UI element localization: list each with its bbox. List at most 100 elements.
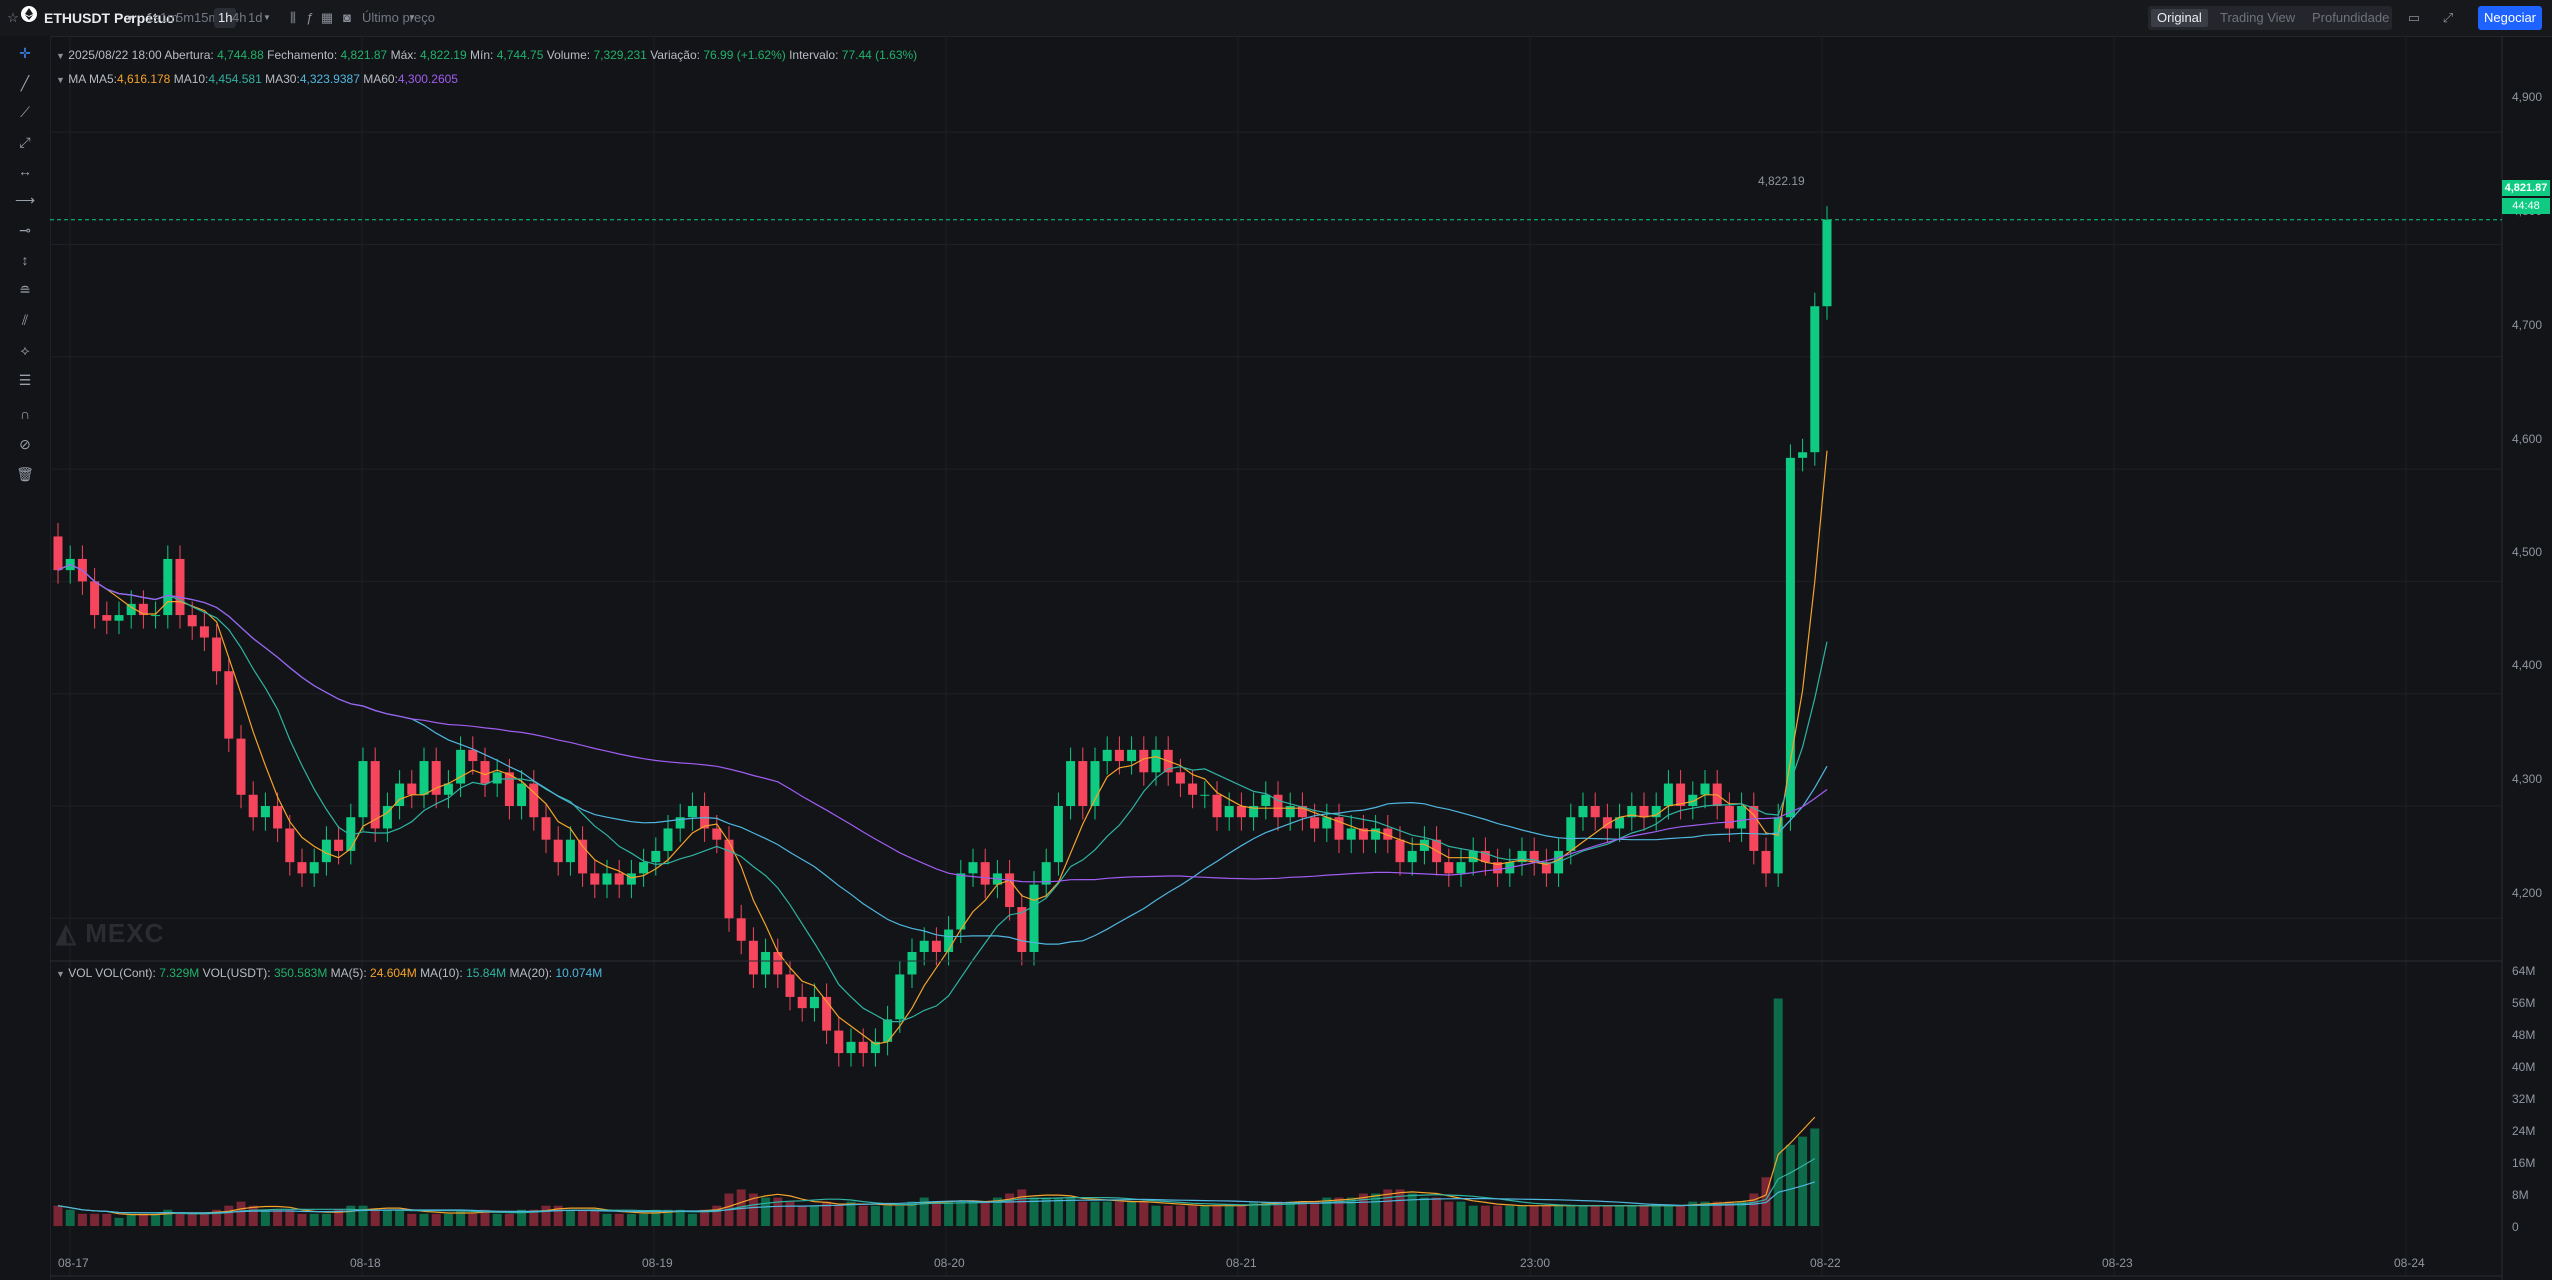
trend-line-icon[interactable]: ╱ (20, 75, 30, 91)
view-trading-view[interactable]: Trading View (2220, 10, 2296, 25)
candle-body (1358, 828, 1368, 840)
candle-body (968, 862, 978, 874)
candle-body (712, 828, 722, 840)
parallel-channel-icon[interactable]: ≘ (19, 282, 31, 298)
volume-bar (212, 1209, 222, 1226)
volume-bar (1651, 1205, 1661, 1226)
volume-bar (1480, 1205, 1490, 1226)
collapse-icon[interactable]: ▼ (56, 969, 65, 979)
high-value: 4,822.19 (419, 48, 467, 62)
candle-body (1090, 761, 1100, 806)
candle-body (1602, 817, 1612, 829)
volume-bar (1700, 1201, 1710, 1226)
vertical-line-icon[interactable]: ↕ (21, 252, 29, 268)
tf-15m[interactable]: 15m (194, 10, 220, 25)
collapse-icon[interactable]: ▼ (56, 75, 65, 85)
volume-bar (700, 1209, 710, 1226)
candle-body (1224, 806, 1234, 818)
price-line-icon[interactable]: ⊸ (19, 222, 31, 238)
collapse-icon[interactable]: ▼ (56, 51, 65, 61)
trash-icon[interactable]: 🗑 (16, 466, 34, 482)
symbol-dropdown-icon[interactable]: ▼ (125, 13, 135, 23)
volume-bar (773, 1197, 783, 1226)
candle-body (212, 637, 222, 672)
tf-1s[interactable]: 1s (146, 10, 160, 25)
price-type-dropdown-icon[interactable]: ▼ (408, 13, 416, 22)
ma5-value: 4,616.178 (116, 72, 171, 86)
volume-bar (1639, 1205, 1649, 1226)
volume-bar (224, 1205, 234, 1226)
indicators-icon[interactable]: ƒ (306, 10, 314, 25)
camera-icon[interactable]: ◙ (343, 10, 351, 25)
mexc-logo-icon: ◭ (56, 918, 77, 948)
candle-body (151, 615, 161, 617)
candle-body (248, 794, 258, 818)
candle-body (1651, 806, 1661, 818)
star-icon[interactable]: ☆ (7, 10, 19, 25)
text-tool-icon[interactable]: ☰ (18, 372, 32, 388)
vol-ma5-label: MA(5): (330, 966, 367, 980)
candle-body (614, 873, 624, 885)
volume-bar (90, 1213, 100, 1226)
volume-bar (907, 1201, 917, 1226)
price-type-select[interactable]: Último preço (362, 10, 435, 25)
chart-canvas[interactable] (0, 36, 2552, 1280)
volume-bar (809, 1205, 819, 1226)
candle-body (1663, 783, 1673, 806)
low-label: Mín: (470, 48, 494, 62)
trade-button[interactable]: Negociar (2478, 6, 2542, 30)
candle-type-icon[interactable]: ⫼ (290, 10, 296, 25)
magnet-icon[interactable]: ∩ (19, 406, 31, 422)
candle-body (224, 671, 234, 739)
ma-title[interactable]: MA (68, 72, 86, 86)
vol-ma20-label: MA(20): (509, 966, 553, 980)
candle-body (1700, 783, 1710, 795)
crosshair-icon[interactable]: ✛ (19, 45, 31, 61)
volume-bar (761, 1197, 771, 1226)
layout-icon[interactable]: ▦ (320, 10, 334, 25)
drawing-toolbar: ✛ ╱ ⟋ ⤢ ↔ ⟶ ⊸ ↕ ≘ ⫽ ⟡ ☰ ∩ ⊘ 🗑 (0, 36, 51, 1280)
volume-bar (126, 1213, 136, 1226)
volume-bar (590, 1209, 600, 1226)
volume-label: Volume: (546, 48, 591, 62)
volume-bar (382, 1209, 392, 1226)
volume-bar (1041, 1197, 1051, 1226)
ray-icon[interactable]: ⟋ (20, 104, 30, 120)
extended-line-icon[interactable]: ⤢ (19, 134, 31, 150)
volume-tick: 24M (2512, 1124, 2536, 1138)
volume-value: 7,329,231 (593, 48, 647, 62)
candle-body (1578, 806, 1588, 818)
tf-1d[interactable]: 1d (248, 10, 263, 25)
vol-title[interactable]: VOL (68, 966, 92, 980)
volume-bar (1773, 998, 1783, 1226)
tf-1m[interactable]: 1m (160, 10, 179, 25)
candle-body (1200, 794, 1210, 796)
volume-bar (492, 1213, 502, 1226)
volume-bar (797, 1205, 807, 1226)
panel-icon[interactable]: ▭ (2407, 10, 2421, 25)
fibonacci-icon[interactable]: ⫽ (21, 312, 29, 328)
candle-body (626, 873, 636, 885)
fullscreen-icon[interactable]: ⤢ (2442, 10, 2454, 25)
candle-body (1175, 772, 1185, 784)
vol-ma20-value: 10.074M (555, 966, 603, 980)
horizontal-ray-icon[interactable]: ⟶ (15, 192, 36, 208)
pattern-icon[interactable]: ⟡ (20, 342, 30, 358)
volume-bar (358, 1205, 368, 1226)
volume-bars (53, 998, 1820, 1226)
hide-drawings-icon[interactable]: ⊘ (19, 436, 31, 452)
candle-body (529, 783, 539, 818)
volume-bar (1310, 1201, 1320, 1226)
more-timeframes-icon[interactable]: ▼ (263, 13, 271, 22)
view-depth[interactable]: Profundidade (2312, 10, 2390, 25)
tf-4h[interactable]: 4h (232, 10, 247, 25)
horizontal-line-icon[interactable]: ↔ (18, 163, 32, 179)
tf-1h[interactable]: 1h (214, 8, 237, 28)
volume-bar (297, 1213, 307, 1226)
volume-bar (456, 1209, 466, 1226)
volume-tick: 16M (2512, 1156, 2536, 1170)
symbol-title[interactable]: ETHUSDT Perpétuo (44, 10, 175, 26)
view-original[interactable]: Original (2151, 9, 2208, 27)
volume-bar (1566, 1205, 1576, 1226)
tf-5m[interactable]: 5m (176, 10, 195, 25)
